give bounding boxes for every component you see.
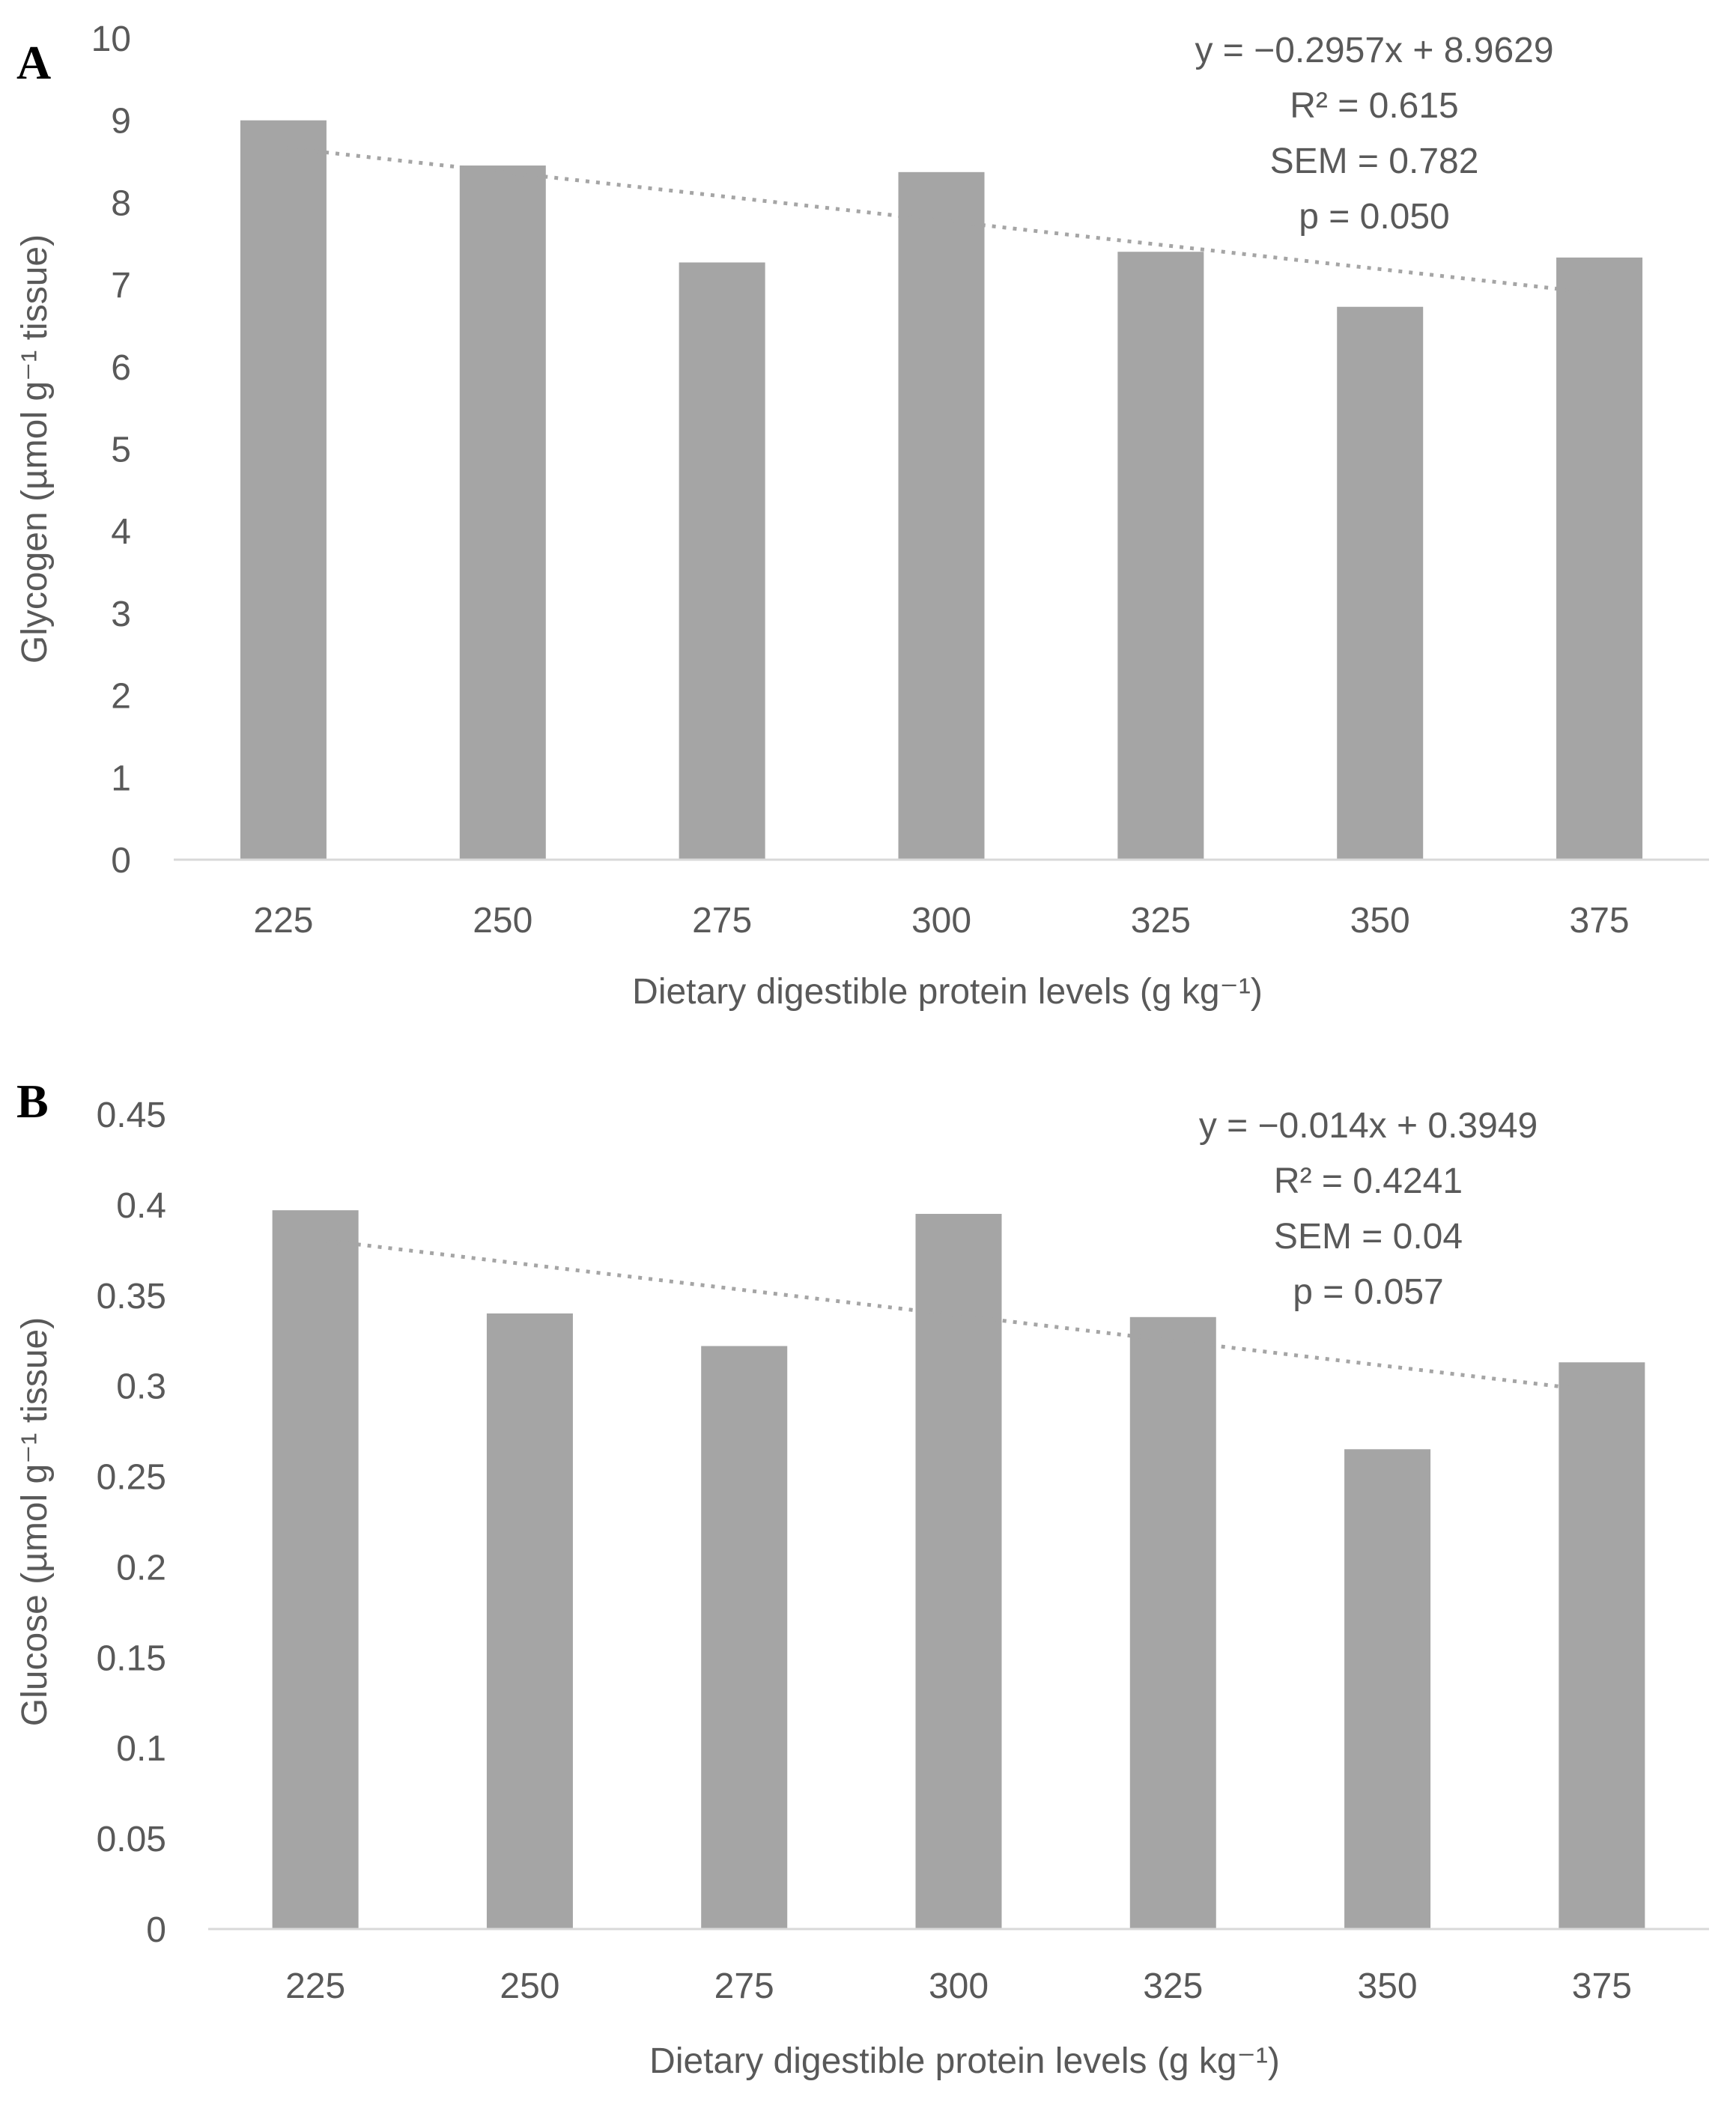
panel-b-x-axis-title: Dietary digestible protein levels (g kg⁻… [649,2041,1280,2081]
panel-a-y-tick-label: 4 [111,512,131,552]
panel-a-bar-325 [1117,252,1204,860]
panel-b-bar-350 [1344,1449,1431,1929]
panel-a-y-tick-label: 8 [111,183,131,223]
panel-b-y-tick-label: 0.25 [97,1458,166,1498]
panel-b-regression-annotation: y = −0.014x + 0.3949 [1199,1106,1538,1146]
panel-a-bar-375 [1556,257,1643,860]
panel-b-x-tick-label: 350 [1358,1966,1418,2006]
panel-a-y-tick-label: 10 [91,19,131,59]
panel-a-y-tick-label: 5 [111,431,131,470]
panel-a-x-tick-label: 225 [253,901,313,941]
panel-b-x-tick-label: 250 [500,1966,559,2006]
panel-b-y-tick-label: 0.3 [116,1367,166,1407]
panel-a-y-tick-label: 2 [111,677,131,717]
panel-b-bar-275 [701,1346,788,1929]
panel-a-x-tick-label: 275 [692,901,752,941]
panel-a-x-tick-label: 250 [473,901,532,941]
panel-a-y-tick-label: 0 [111,841,131,881]
panel-label-b: B [16,1075,49,1128]
panel-a-y-tick-label: 1 [111,759,131,798]
panel-b-bar-325 [1129,1316,1216,1929]
panel-label-a: A [16,36,51,89]
panel-a-y-tick-label: 7 [111,266,131,306]
panel-b-y-tick-label: 0.05 [97,1820,166,1859]
panel-a-glycogen-chart: A 0 1 2 3 4 5 6 7 8 9 10 225 250 275 300 325 350 375 Dieta… [15,19,1709,1012]
panel-b-bar-300 [915,1213,1002,1929]
panel-a-y-tick-label: 6 [111,348,131,388]
panel-a-x-tick-label: 350 [1350,901,1410,941]
panel-a-y-tick-label: 9 [111,102,131,142]
panel-a-x-tick-label: 300 [911,901,971,941]
panel-b-bar-375 [1559,1362,1645,1929]
panel-b-x-tick-label: 225 [285,1966,345,2006]
panel-a-trendline [283,145,1600,296]
panel-b-y-tick-label: 0.15 [97,1638,166,1678]
panel-b-y-tick-label: 0.1 [116,1729,166,1769]
panel-b-regression-annotation: R² = 0.4241 [1274,1161,1463,1201]
panel-a-y-tick-label: 3 [111,595,131,634]
panel-b-x-tick-label: 325 [1143,1966,1203,2006]
panel-a-x-axis-title: Dietary digestible protein levels (g kg⁻… [632,972,1263,1012]
panel-a-regression-annotation: SEM = 0.782 [1270,142,1479,181]
panel-a-x-tick-label: 375 [1570,901,1630,941]
panel-b-x-tick-label: 275 [714,1966,774,2006]
panel-a-bar-275 [679,262,765,860]
panel-b-regression-annotation: SEM = 0.04 [1274,1217,1463,1257]
panel-a-bar-350 [1337,306,1424,860]
panel-b-glucose-chart: B 0 0.05 0.1 0.15 0.2 0.25 0.3 0.35 0.4 0.45 225 25… [15,1075,1709,2081]
panel-a-bar-300 [898,171,985,860]
panel-b-y-axis-title: Glucose (µmol g⁻¹ tissue) [15,1317,55,1726]
panel-b-x-tick-label: 300 [929,1966,989,2006]
panel-a-bar-225 [240,120,327,860]
panel-b-x-tick-label: 375 [1572,1966,1632,2006]
panel-b-y-tick-label: 0.35 [97,1277,166,1316]
panel-a-bar-250 [459,165,546,860]
panel-a-y-axis-title: Glycogen (µmol g⁻¹ tissue) [15,234,55,663]
panel-a-regression-annotation: R² = 0.615 [1290,86,1458,126]
panel-b-y-tick-label: 0.2 [116,1548,166,1588]
panel-b-bar-250 [486,1313,573,1929]
panel-b-y-tick-label: 0.4 [116,1186,166,1226]
panel-b-y-tick-label: 0.45 [97,1096,166,1135]
panel-a-regression-annotation: y = −0.2957x + 8.9629 [1195,31,1553,70]
panel-b-y-tick-label: 0 [146,1910,166,1950]
panel-b-bar-225 [272,1210,359,1929]
panel-a-x-tick-label: 325 [1131,901,1191,941]
panel-b-regression-annotation: p = 0.057 [1293,1272,1444,1312]
panel-a-regression-annotation: p = 0.050 [1299,197,1450,237]
